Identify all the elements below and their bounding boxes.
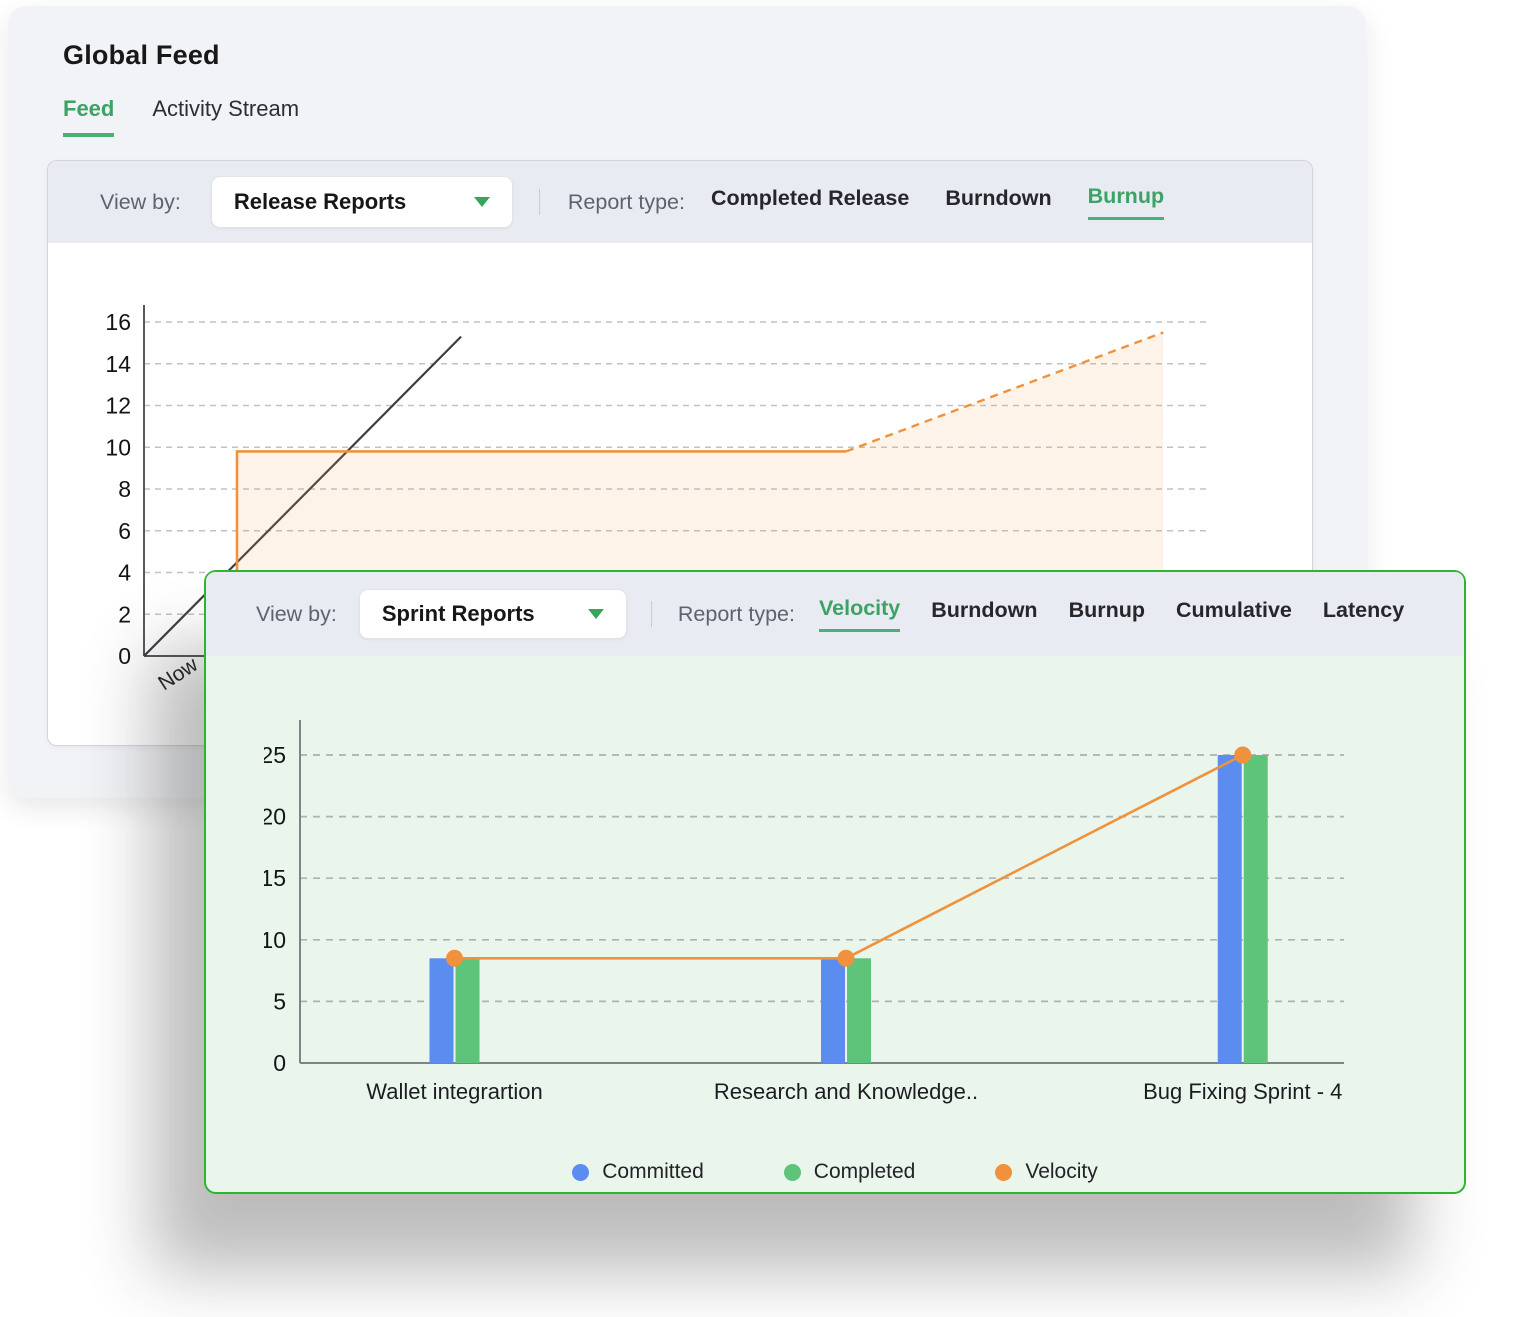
release-toolbar: View by: Release Reports Report type: Co… — [48, 161, 1312, 243]
svg-text:10: 10 — [105, 434, 131, 460]
tab-activity-stream[interactable]: Activity Stream — [152, 96, 300, 121]
release-report-type-list: Completed Release Burndown Burnup — [711, 184, 1165, 220]
toolbar-divider — [538, 189, 540, 215]
report-type-label: Report type: — [677, 601, 795, 626]
svg-text:0: 0 — [118, 643, 131, 669]
svg-text:16: 16 — [105, 309, 131, 335]
report-type-burnup[interactable]: Burnup — [1068, 597, 1145, 622]
release-reports-dropdown[interactable]: Release Reports — [210, 176, 513, 228]
report-type-completed-release[interactable]: Completed Release — [711, 185, 910, 210]
sprint-report-type-list: Velocity Burndown Burnup Cumulative Latency — [819, 596, 1404, 632]
svg-text:0: 0 — [273, 1050, 286, 1076]
toolbar-divider — [650, 601, 652, 627]
sprint-reports-dropdown[interactable]: Sprint Reports — [358, 589, 627, 639]
svg-text:14: 14 — [105, 351, 131, 377]
legend-dot-velocity — [995, 1163, 1013, 1181]
feed-tabs: Feed Activity Stream — [63, 96, 299, 137]
svg-text:Now: Now — [154, 653, 202, 696]
svg-text:20: 20 — [264, 804, 286, 830]
svg-text:Research and Knowledge..: Research and Knowledge.. — [714, 1079, 978, 1104]
svg-text:Wallet integrartion: Wallet integrartion — [366, 1079, 542, 1104]
chevron-down-icon — [587, 609, 604, 619]
report-type-burndown[interactable]: Burndown — [945, 185, 1052, 210]
legend-item-committed: Committed — [572, 1160, 704, 1184]
legend-label: Completed — [813, 1160, 916, 1183]
chevron-down-icon — [473, 197, 490, 207]
report-type-burnup[interactable]: Burnup — [1087, 184, 1165, 220]
report-type-cumulative[interactable]: Cumulative — [1176, 597, 1292, 622]
report-type-latency[interactable]: Latency — [1322, 597, 1405, 622]
velocity-chart: 0 5 10 15 20 25 Wallet integrartion Research an… — [264, 720, 1344, 1104]
legend-item-velocity: Velocity — [995, 1160, 1098, 1184]
report-type-label: Report type: — [567, 189, 685, 214]
svg-text:Bug Fixing Sprint - 4: Bug Fixing Sprint - 4 — [1143, 1079, 1342, 1104]
svg-text:10: 10 — [264, 927, 286, 953]
view-by-label: View by: — [100, 189, 181, 214]
sprint-report-panel: View by: Sprint Reports Report type: Vel… — [204, 570, 1466, 1194]
svg-text:5: 5 — [273, 988, 286, 1014]
svg-text:4: 4 — [118, 560, 131, 586]
legend-label: Velocity — [1025, 1160, 1098, 1183]
svg-text:12: 12 — [105, 393, 131, 419]
svg-text:6: 6 — [118, 518, 131, 544]
legend-dot-completed — [783, 1163, 801, 1181]
page-title: Global Feed — [63, 40, 220, 70]
legend-item-completed: Completed — [783, 1160, 916, 1184]
report-type-burndown[interactable]: Burndown — [931, 597, 1038, 622]
tab-feed[interactable]: Feed — [63, 96, 115, 137]
legend-dot-committed — [572, 1163, 590, 1181]
svg-text:2: 2 — [118, 601, 131, 627]
svg-text:25: 25 — [264, 742, 286, 768]
svg-text:15: 15 — [264, 865, 286, 891]
sprint-toolbar: View by: Sprint Reports Report type: Vel… — [206, 572, 1464, 656]
chart-legend: Committed Completed Velocity — [206, 1160, 1464, 1184]
release-reports-dropdown-value: Release Reports — [233, 189, 407, 214]
sprint-reports-dropdown-value: Sprint Reports — [381, 601, 535, 626]
legend-label: Committed — [602, 1160, 704, 1183]
svg-text:8: 8 — [118, 476, 131, 502]
view-by-label: View by: — [256, 601, 337, 626]
report-type-velocity[interactable]: Velocity — [819, 596, 901, 632]
